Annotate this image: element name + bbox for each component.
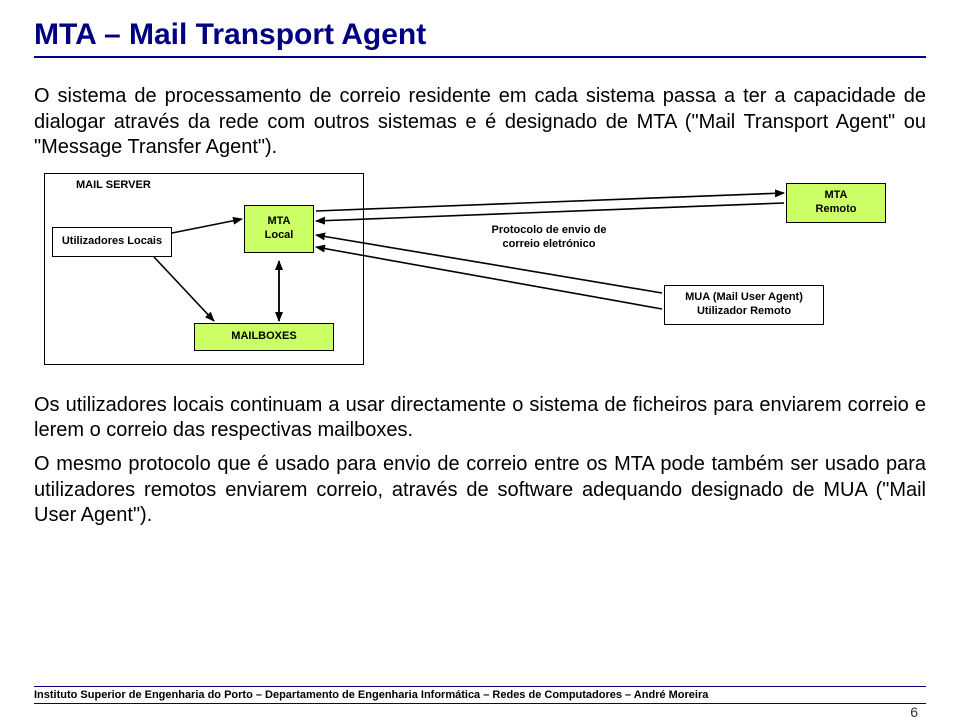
page-number: 6: [910, 704, 918, 720]
paragraph-1: O sistema de processamento de correio re…: [34, 84, 926, 161]
footer-text: Instituto Superior de Engenharia do Port…: [34, 689, 926, 701]
paragraph-2: Os utilizadores locais continuam a usar …: [34, 393, 926, 444]
footer-rule-top: [34, 686, 926, 687]
title-rule: [34, 56, 926, 58]
footer-rule-bottom: [34, 703, 926, 704]
slide-title: MTA – Mail Transport Agent: [34, 18, 926, 52]
slide: MTA – Mail Transport Agent O sistema de …: [0, 0, 960, 724]
diagram: MAIL SERVER Utilizadores Locais MTA Loca…: [34, 169, 924, 379]
diagram-arrows: [34, 169, 924, 379]
footer-bar: Instituto Superior de Engenharia do Port…: [34, 686, 926, 704]
paragraph-3: O mesmo protocolo que é usado para envio…: [34, 452, 926, 529]
